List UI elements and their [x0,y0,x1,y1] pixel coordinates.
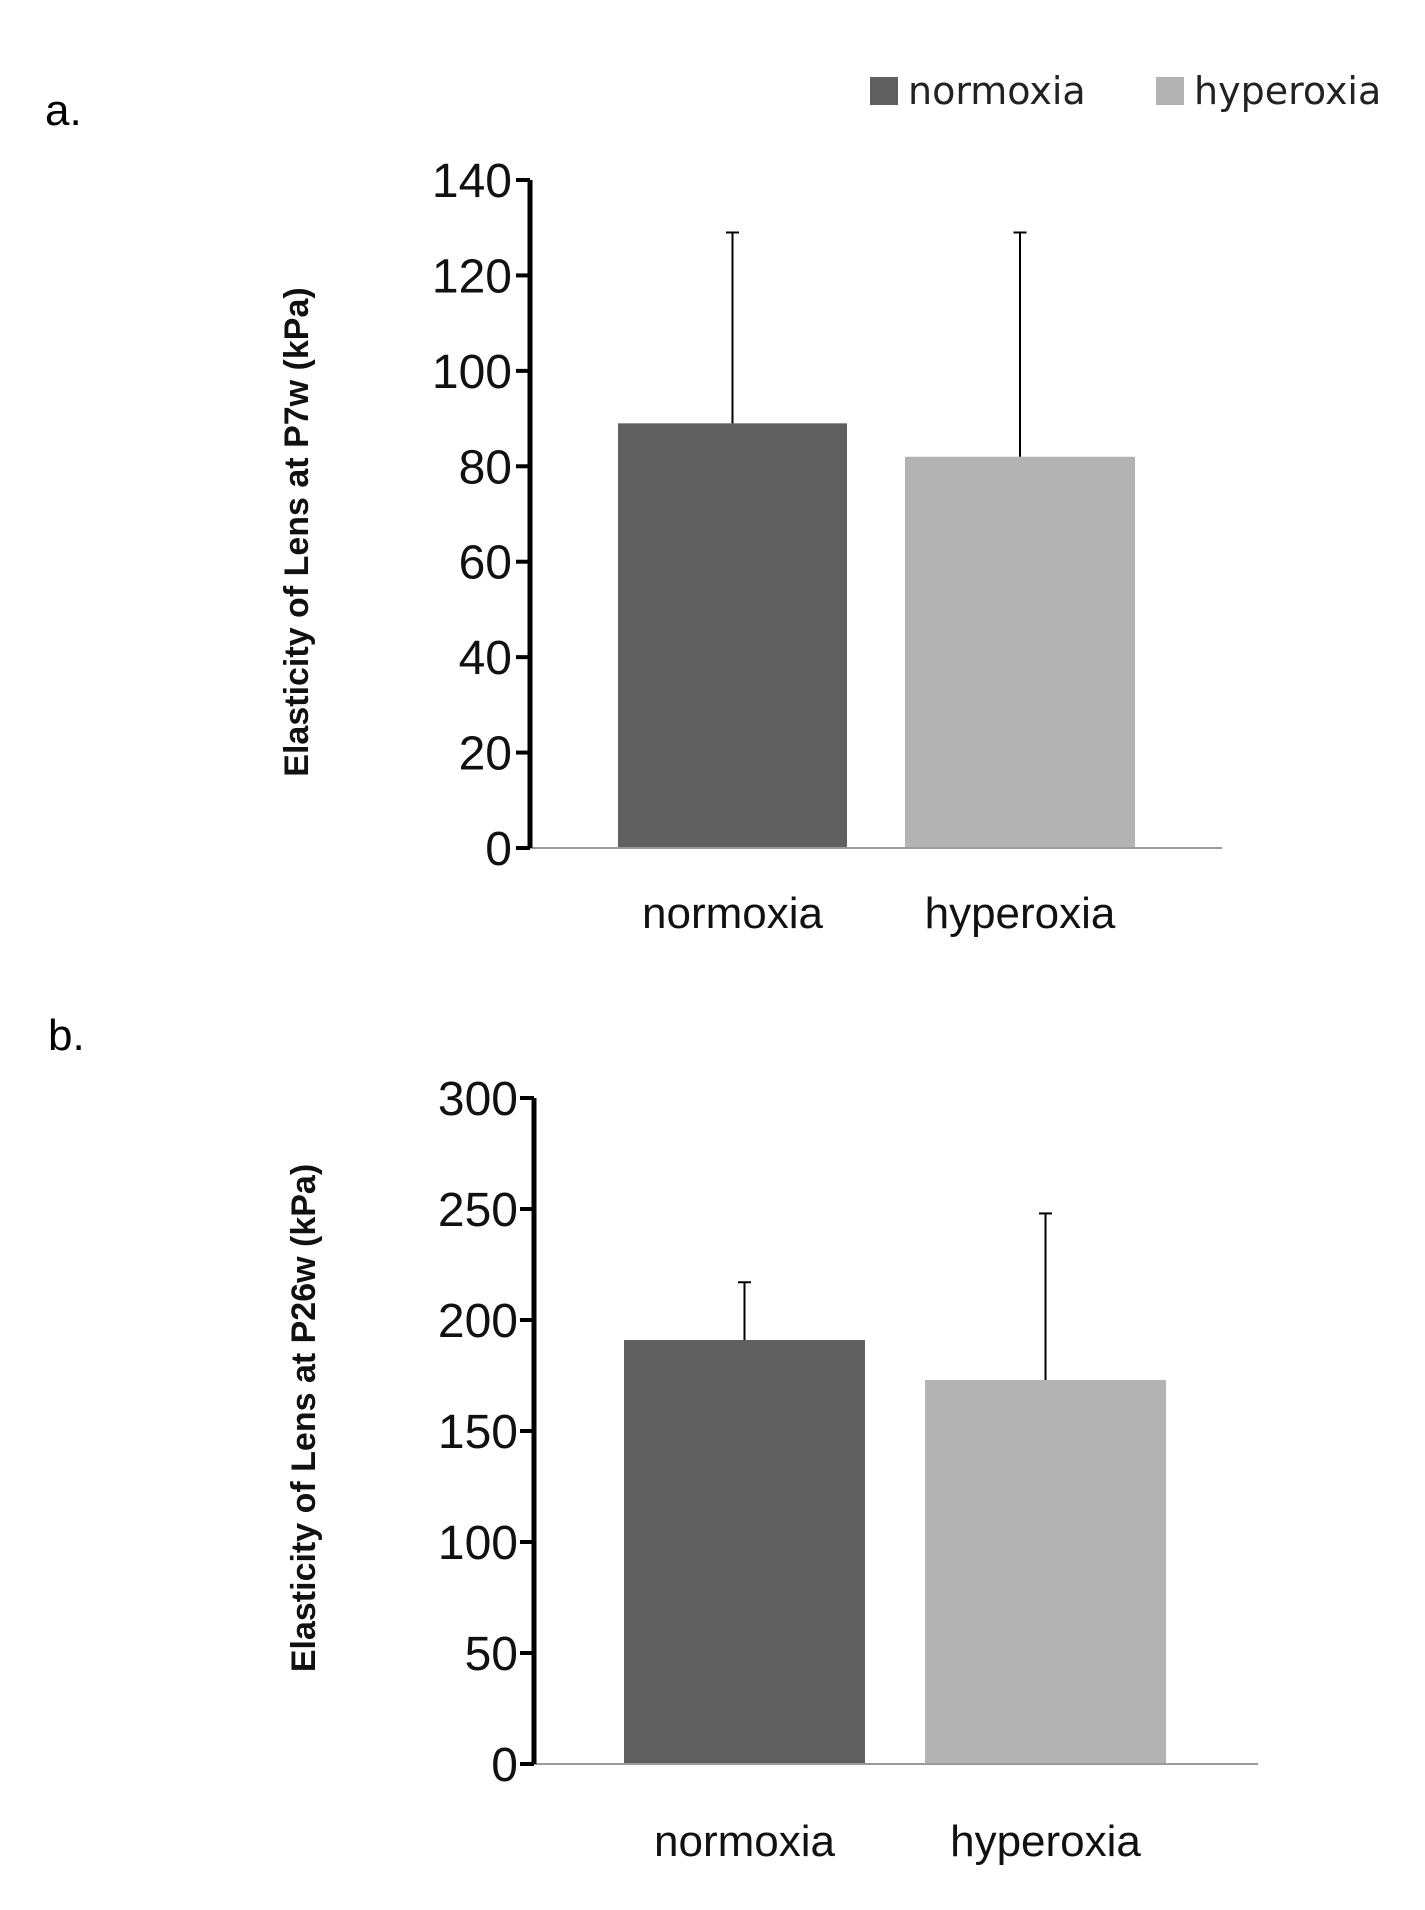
y-tick-label-100-a: 100 [432,346,512,399]
y-tick-label-150-b: 150 [438,1406,518,1459]
panel-label-a: a. [45,86,82,135]
bar-hyperoxia-a [905,456,1135,848]
chart-panel-b: b. Elasticity of Lens at P26w (kPa) 0 50 1… [48,1011,1258,1866]
legend-swatch-hyperoxia [1156,77,1184,105]
bar-normoxia-a [618,423,847,848]
chart-panel-a: a. Elasticity of Lens at P7w (kPa) 0 20 40… [45,86,1222,938]
x-category-label-hyperoxia-b: hyperoxia [950,1817,1141,1866]
y-axis-title-a: Elasticity of Lens at P7w (kPa) [278,287,316,776]
bar-normoxia-b [624,1339,865,1764]
y-tick-label-100-b: 100 [438,1517,518,1570]
plot-area-b: 0 50 100 150 200 250 300 normoxia hyperoxia [438,1073,1258,1866]
y-tick-label-300-b: 300 [438,1073,518,1126]
y-tick-label-40-a: 40 [459,632,512,685]
y-tick-label-60-a: 60 [459,537,512,590]
y-tick-label-120-a: 120 [432,250,512,303]
plot-area-a: 0 20 40 60 80 100 120 140 normoxia hyperoxia [432,155,1222,938]
legend-swatch-normoxia [870,77,898,105]
legend: normoxia hyperoxia [870,69,1381,113]
x-category-label-hyperoxia-a: hyperoxia [925,889,1116,938]
y-tick-label-50-b: 50 [465,1628,518,1681]
legend-label-hyperoxia: hyperoxia [1194,69,1381,113]
x-category-label-normoxia-a: normoxia [642,889,823,938]
y-tick-label-80-a: 80 [459,441,512,494]
y-tick-label-0-a: 0 [485,823,512,876]
y-tick-label-140-a: 140 [432,155,512,208]
legend-label-normoxia: normoxia [908,69,1086,113]
y-tick-label-200-b: 200 [438,1295,518,1348]
y-tick-label-0-b: 0 [491,1739,518,1792]
panel-label-b: b. [48,1011,85,1060]
bar-hyperoxia-b [925,1379,1166,1764]
y-tick-label-20-a: 20 [459,728,512,781]
y-axis-title-b: Elasticity of Lens at P26w (kPa) [285,1164,323,1672]
y-tick-label-250-b: 250 [438,1184,518,1237]
x-category-label-normoxia-b: normoxia [654,1817,835,1866]
